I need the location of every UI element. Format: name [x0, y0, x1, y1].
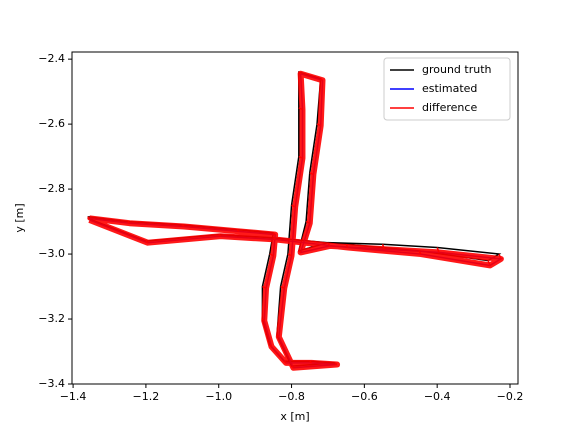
difference-segment: [87, 216, 90, 219]
legend-label: difference: [422, 101, 477, 114]
x-tick-label: −0.8: [278, 390, 305, 403]
legend-box: [383, 57, 511, 121]
x-axis-label: x [m]: [280, 410, 309, 423]
x-tick-label: −1.0: [205, 390, 232, 403]
plot-layer: [87, 70, 504, 371]
y-tick-label: −3.0: [38, 247, 65, 260]
y-tick-label: −2.4: [38, 52, 65, 65]
legend-label: ground truth: [422, 63, 492, 76]
y-tick-label: −2.6: [38, 117, 65, 130]
y-tick-label: −3.2: [38, 312, 65, 325]
y-axis-label: y [m]: [13, 203, 26, 232]
x-tick-label: −0.2: [497, 390, 524, 403]
x-tick-label: −0.6: [351, 390, 378, 403]
axes-frame: [71, 51, 519, 385]
difference-segment: [87, 217, 90, 221]
legend-label: estimated: [422, 82, 477, 95]
y-tick-label: −2.8: [38, 182, 65, 195]
y-tick-label: −3.4: [38, 377, 65, 390]
difference-band: [88, 70, 504, 371]
x-tick-label: −1.4: [60, 390, 87, 403]
x-tick-label: −1.2: [133, 390, 160, 403]
x-tick-label: −0.4: [424, 390, 451, 403]
